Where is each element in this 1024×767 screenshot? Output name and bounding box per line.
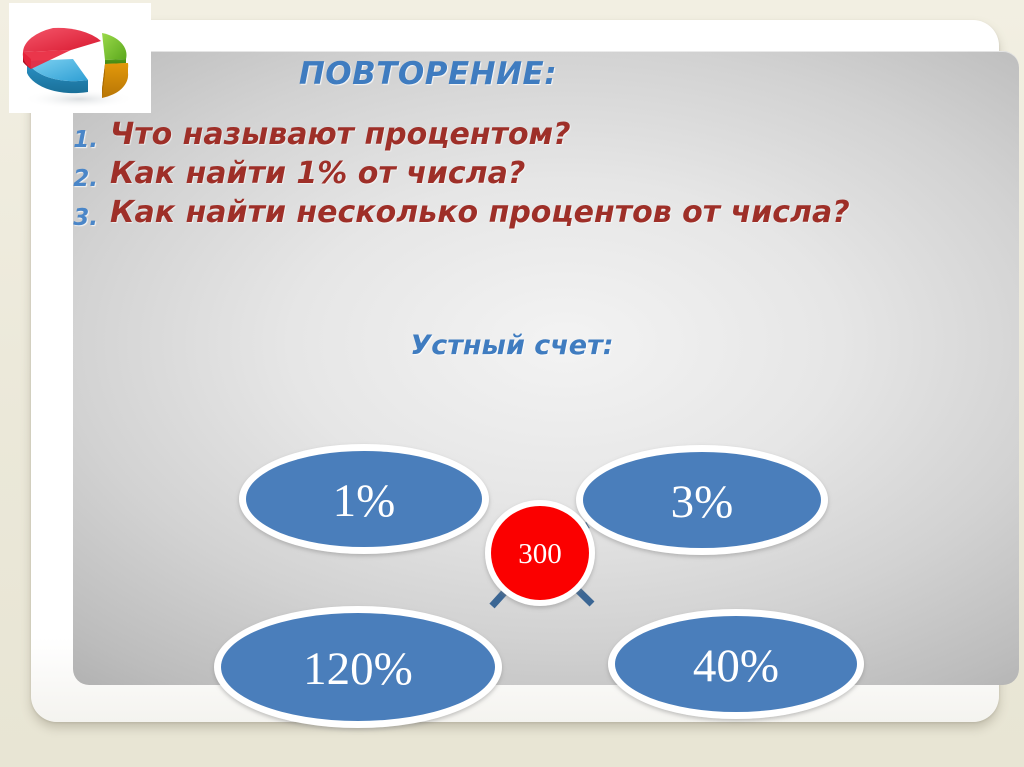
question-item-2: 2. Как найти 1% от числа? [52, 157, 952, 192]
blue-slice-side [27, 61, 88, 94]
blue-slice [27, 59, 88, 82]
question-item-3: 3. Как найти несколько процентов от числ… [52, 196, 952, 231]
node-1-percent[interactable]: 1% [239, 444, 489, 554]
question-text-1: Что называют процентом? [110, 117, 571, 152]
yellow-slice-inner [102, 64, 105, 98]
slide-title: ПОВТОРЕНИЕ: [298, 56, 558, 92]
question-number-3: 3. [73, 205, 98, 231]
diagram-center-node: 300 [485, 500, 595, 606]
oral-count-heading: Устный счет: [410, 330, 614, 361]
3d-pie-chart-logo [9, 3, 151, 113]
node-center-300-shape [491, 506, 589, 600]
node-120-percent-shape [221, 613, 495, 721]
node-3-percent[interactable]: 3% [576, 445, 828, 555]
node-120-percent-label: 120% [303, 643, 413, 695]
node-40-percent-label: 40% [693, 640, 779, 692]
node-3-percent-shape [583, 452, 821, 548]
question-list: 1. Что называют процентом? 2. Как найти … [52, 118, 952, 235]
question-number-1: 1. [73, 127, 98, 153]
red-slice [23, 27, 101, 52]
yellow-slice-side [102, 63, 129, 98]
node-120-percent[interactable]: 120% [214, 606, 502, 728]
node-center-300[interactable]: 300 [485, 500, 595, 606]
question-text-2: Как найти 1% от числа? [110, 156, 526, 191]
slide-frame [31, 20, 1019, 722]
node-center-300-label: 300 [518, 538, 562, 570]
node-40-percent-shape [615, 616, 857, 712]
question-number-2: 2. [73, 166, 98, 192]
question-item-1: 1. Что называют процентом? [52, 118, 952, 153]
question-text-3: Как найти несколько процентов от числа? [110, 195, 850, 230]
node-40-percent[interactable]: 40% [608, 609, 864, 719]
node-3-percent-label: 3% [671, 476, 734, 528]
green-slice [102, 33, 127, 60]
diagram-nodes: 1% 3% 120% 40% [214, 444, 864, 728]
node-1-percent-shape [246, 451, 482, 547]
node-1-percent-label: 1% [333, 475, 396, 527]
logo-image [9, 3, 151, 113]
red-slice-lower [22, 50, 71, 69]
